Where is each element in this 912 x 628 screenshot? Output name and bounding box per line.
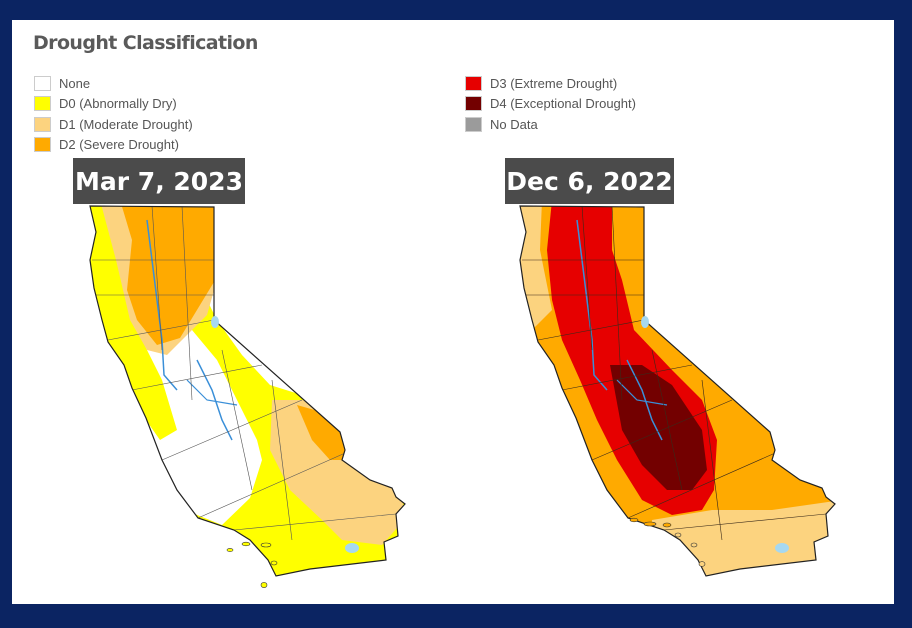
legend-label: D3 (Extreme Drought)	[490, 75, 618, 91]
legend-column-right: D3 (Extreme Drought) D4 (Exceptional Dro…	[465, 73, 636, 135]
legend-item-d2: D2 (Severe Drought)	[34, 135, 193, 156]
legend-item-d1: D1 (Moderate Drought)	[34, 114, 193, 135]
legend-swatch-d0	[34, 96, 51, 112]
legend-column-left: None D0 (Abnormally Dry) D1 (Moderate Dr…	[34, 73, 193, 155]
date-label-right: Dec 6, 2022	[505, 158, 674, 204]
legend-label: D0 (Abnormally Dry)	[59, 96, 177, 112]
legend-label: D2 (Severe Drought)	[59, 137, 179, 153]
legend-item-no-data: No Data	[465, 114, 636, 135]
legend-swatch-d3	[465, 75, 482, 91]
california-drought-map-mar-2023	[89, 205, 406, 588]
legend-item-d4: D4 (Exceptional Drought)	[465, 94, 636, 115]
legend-item-none: None	[34, 73, 193, 94]
legend-item-d3: D3 (Extreme Drought)	[465, 73, 636, 94]
legend-label: No Data	[490, 116, 538, 132]
california-drought-map-dec-2022	[519, 205, 836, 577]
legend-swatch-d1	[34, 116, 51, 132]
date-label-left: Mar 7, 2023	[73, 158, 245, 204]
map-panel: Drought Classification None D0 (Abnormal…	[12, 20, 894, 604]
legend-swatch-no-data	[465, 116, 482, 132]
legend-label: D4 (Exceptional Drought)	[490, 96, 636, 112]
legend-label: D1 (Moderate Drought)	[59, 116, 193, 132]
legend-swatch-none	[34, 75, 51, 91]
legend-swatch-d4	[465, 96, 482, 112]
legend-label: None	[59, 75, 91, 91]
legend-swatch-d2	[34, 137, 51, 153]
legend-title: Drought Classification	[33, 32, 258, 54]
legend-item-d0: D0 (Abnormally Dry)	[34, 94, 193, 115]
